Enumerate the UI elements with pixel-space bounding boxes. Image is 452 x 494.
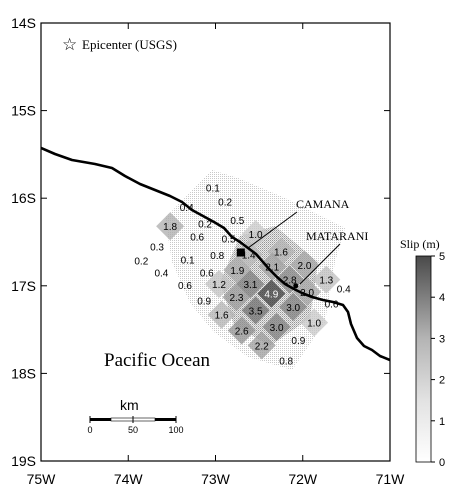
city-label-matarani: MATARANI [306, 229, 368, 243]
slip-patch [207, 300, 236, 329]
slip-value-label: 0.2 [198, 220, 212, 231]
slip-value-label: 3.0 [286, 303, 300, 314]
camana-leader [247, 211, 298, 249]
slip-value-label: 0.5 [230, 216, 244, 227]
slip-value-label: 0.6 [325, 299, 339, 310]
slip-value-label: 1.2 [212, 280, 226, 291]
slip-patch [312, 265, 341, 294]
slip-value-label: 2.6 [235, 326, 249, 337]
slip-value-label: 0.3 [150, 242, 164, 253]
slip-value-label: 0.9 [291, 336, 305, 347]
scale-bar-label-0: 0 [87, 425, 92, 435]
legend: ☆ Epicenter (USGS) [62, 35, 177, 55]
colorbar-tick-label: 5 [439, 251, 445, 263]
slip-patch [247, 331, 276, 360]
slip-patch [222, 283, 251, 312]
slip-value-label: 1.4 [242, 250, 256, 261]
matarani-leader [299, 243, 341, 285]
slip-value-label: 1.6 [274, 248, 288, 259]
slip-value-label: 2.3 [229, 293, 243, 304]
y-tick-label: 14S [11, 15, 36, 31]
city-marker-camana [236, 248, 245, 257]
slip-value-label: 1.8 [163, 222, 177, 233]
slip-patch [262, 312, 291, 341]
slip-patch [227, 316, 256, 345]
x-tick-label: 75W [27, 471, 57, 487]
slip-value-label: 1.6 [215, 311, 229, 322]
slip-patch [279, 292, 308, 321]
colorbar-tick-label: 3 [439, 333, 445, 345]
slip-value-label: 0.4 [154, 269, 168, 280]
slip-value-label: 0.4 [337, 284, 351, 295]
slip-value-label: 3.5 [249, 306, 263, 317]
slip-value-label: 0.6 [200, 269, 214, 280]
slip-value-label: 0.6 [190, 233, 204, 244]
city-label-camana: CAMANA [296, 197, 350, 211]
slip-value-label: 4.9 [264, 290, 278, 301]
colorbar-tick-label: 4 [439, 292, 445, 304]
slip-value-label: 3.0 [270, 323, 284, 334]
slip-patch [241, 296, 270, 325]
y-tick-label: 15S [11, 103, 36, 119]
slip-value-label: 2.8 [283, 276, 297, 287]
y-tick-label: 16S [11, 190, 36, 206]
slip-value-label: 0.9 [197, 297, 211, 308]
slip-value-label: 0.6 [178, 281, 192, 292]
slip-value-label: 0.1 [181, 256, 195, 267]
slip-patch [257, 279, 286, 308]
slip-patch [258, 252, 287, 281]
slip-value-label: 0.5 [222, 234, 236, 245]
slip-patch [156, 212, 185, 241]
city-marker-matarani [293, 283, 299, 289]
colorbar-tick-label: 0 [439, 457, 445, 469]
slip-patch [290, 250, 319, 279]
slip-values: 0.1 0.4 0.2 1.8 0.2 0.5 0.6 0.5 1.0 0.3 0.1 0.8 1.4 1… [134, 184, 351, 368]
axis-ticks: 75W 74W 73W 72W 71W 14S 15S 16S 17S 18S 19S [11, 15, 405, 487]
y-tick-label: 17S [11, 278, 36, 294]
slip-value-label: 1.3 [319, 276, 333, 287]
slip-value-label: 3.1 [243, 280, 257, 291]
scale-bar-label-100: 100 [168, 425, 183, 435]
y-tick-label: 19S [11, 453, 36, 469]
colorbar-tick-label: 2 [439, 375, 445, 387]
slip-value-label: 0.4 [180, 203, 194, 214]
y-tick-label: 18S [11, 365, 36, 381]
slip-value-label: 1.0 [307, 319, 321, 330]
x-tick-label: 72W [288, 471, 318, 487]
slip-patch [293, 277, 322, 306]
slip-patch [300, 308, 329, 337]
slip-value-label: 0.8 [279, 356, 293, 367]
slip-value-label: 2.0 [298, 261, 312, 272]
slip-value-label: 1.0 [249, 230, 263, 241]
coastline [41, 146, 390, 362]
x-tick-label: 73W [201, 471, 231, 487]
slip-value-label: 1.9 [230, 266, 244, 277]
legend-label: Epicenter (USGS) [82, 37, 177, 52]
scale-bar: km 0 50 100 [87, 397, 183, 435]
colorbar: Slip (m) 0 1 2 3 4 5 [400, 237, 445, 469]
colorbar-bar [415, 255, 432, 463]
city-labels: CAMANA MATARANI [236, 197, 368, 289]
scale-bar-title: km [120, 397, 139, 413]
slip-value-label: 2.1 [265, 263, 279, 274]
scale-bar-label-50: 50 [128, 425, 138, 435]
slip-value-label: 0.1 [206, 184, 220, 195]
slip-value-label: 2.2 [255, 341, 269, 352]
slip-patch [204, 270, 233, 299]
slip-value-label: 0.2 [218, 198, 232, 209]
slip-value-label: 0.2 [134, 256, 148, 267]
ocean-label: Pacific Ocean [104, 350, 211, 371]
slip-value-label: 0.8 [210, 251, 224, 262]
slip-value-label: 2.0 [300, 288, 314, 299]
colorbar-tick-label: 1 [439, 416, 445, 428]
star-icon: ☆ [62, 35, 77, 55]
colorbar-title: Slip (m) [400, 237, 440, 251]
x-tick-label: 71W [376, 471, 406, 487]
x-tick-label: 74W [114, 471, 144, 487]
